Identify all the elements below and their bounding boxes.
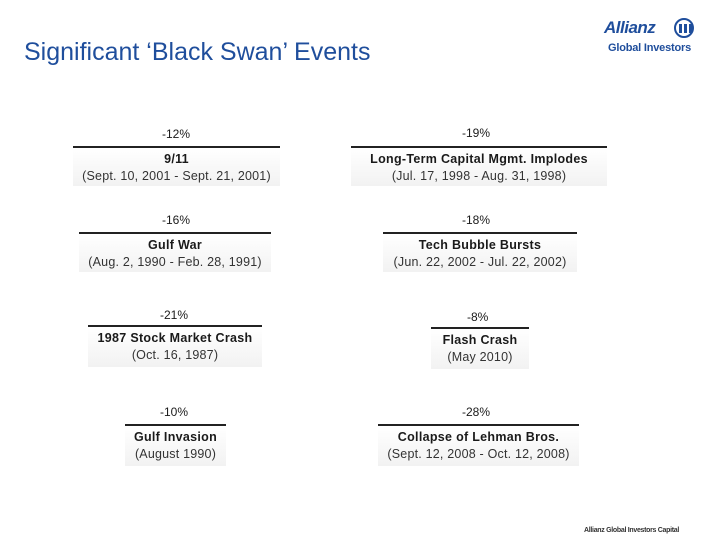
event-box: Gulf War (Aug. 2, 1990 - Feb. 28, 1991)	[79, 232, 271, 272]
event-box: Gulf Invasion (August 1990)	[125, 424, 226, 466]
page-title: Significant ‘Black Swan’ Events	[24, 38, 371, 66]
footer-brand: Allianz Global Investors Capital	[584, 527, 680, 534]
event-name: 9/11	[164, 152, 189, 166]
event-change: -16%	[162, 213, 191, 227]
event-change: -18%	[462, 213, 491, 227]
event-name: Long-Term Capital Mgmt. Implodes	[370, 152, 588, 166]
event-name: Flash Crash	[442, 333, 518, 347]
event-box: Long-Term Capital Mgmt. Implodes (Jul. 1…	[351, 146, 607, 186]
event-change: -10%	[160, 405, 189, 419]
event-box: Collapse of Lehman Bros. (Sept. 12, 2008…	[378, 424, 579, 466]
event-dates: (Aug. 2, 1990 - Feb. 28, 1991)	[88, 255, 262, 269]
event-name: Tech Bubble Bursts	[418, 238, 542, 252]
event-dates: (Jun. 22, 2002 - Jul. 22, 2002)	[393, 255, 567, 269]
logo-wordmark: Allianz	[604, 18, 656, 37]
event-dates: (Sept. 12, 2008 - Oct. 12, 2008)	[387, 447, 570, 461]
event-name: Gulf War	[147, 238, 203, 252]
event-name: Collapse of Lehman Bros.	[397, 430, 560, 444]
event-box: 9/11 (Sept. 10, 2001 - Sept. 21, 2001)	[73, 146, 280, 186]
event-change: -19%	[462, 126, 491, 140]
event-change: -21%	[160, 308, 189, 322]
allianz-logo: Allianz Global Investors	[604, 18, 696, 58]
event-name: 1987 Stock Market Crash	[97, 331, 253, 345]
logo-subtitle: Global Investors	[608, 42, 691, 54]
event-dates: (Jul. 17, 1998 - Aug. 31, 1998)	[391, 169, 567, 183]
event-dates: (Sept. 10, 2001 - Sept. 21, 2001)	[82, 169, 271, 183]
event-dates: (August 1990)	[134, 447, 217, 461]
event-change: -28%	[462, 405, 491, 419]
event-dates: (May 2010)	[447, 350, 513, 364]
event-change: -8%	[467, 310, 489, 324]
event-box: Tech Bubble Bursts (Jun. 22, 2002 - Jul.…	[383, 232, 577, 272]
event-change: -12%	[162, 127, 191, 141]
event-box: Flash Crash (May 2010)	[431, 327, 529, 369]
event-dates: (Oct. 16, 1987)	[131, 348, 219, 362]
event-box: 1987 Stock Market Crash (Oct. 16, 1987)	[88, 325, 262, 367]
allianz-eagle-icon	[674, 18, 694, 38]
event-name: Gulf Invasion	[133, 430, 218, 444]
